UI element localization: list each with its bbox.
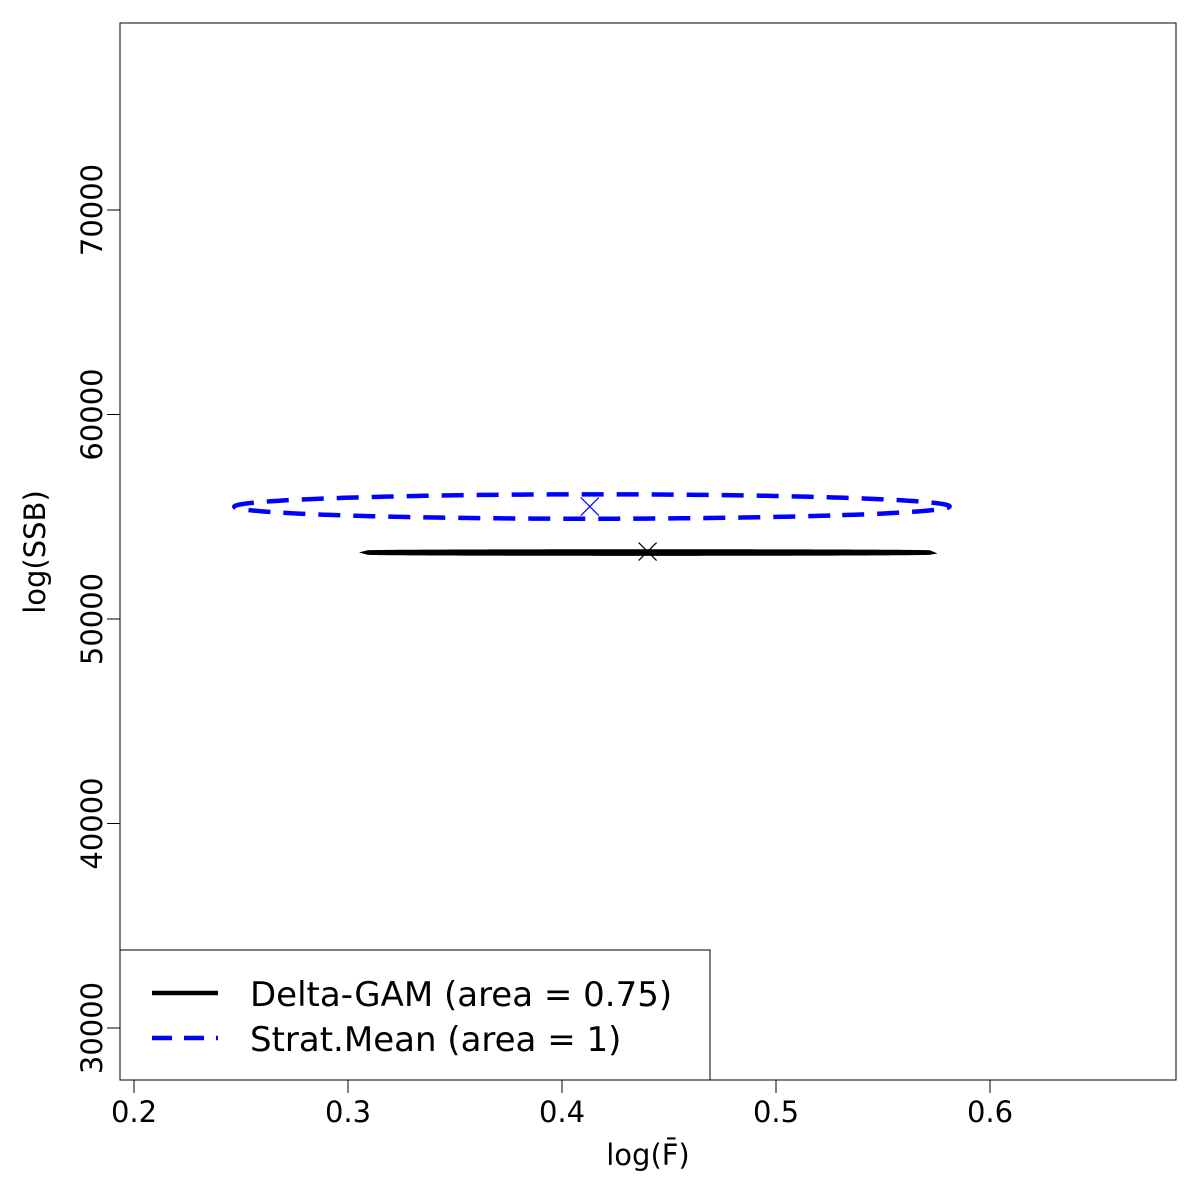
confidence-ellipse-delta-gam [359, 549, 938, 556]
y-tick-label: 60000 [75, 368, 109, 460]
legend-label-delta-gam: Delta-GAM (area = 0.75) [250, 975, 672, 1015]
y-tick-label: 50000 [75, 573, 109, 665]
x-tick-label: 0.4 [539, 1095, 585, 1129]
x-tick-label: 0.3 [325, 1095, 371, 1129]
legend-label-strat-mean: Strat.Mean (area = 1) [250, 1020, 621, 1060]
center-point-delta-gam [638, 542, 658, 561]
legend: Delta-GAM (area = 0.75) Strat.Mean (area… [119, 949, 711, 1081]
series-layer [232, 492, 952, 561]
x-tick-label: 0.5 [753, 1095, 799, 1129]
y-tick-label: 40000 [75, 777, 109, 869]
center-point-strat-mean [580, 497, 600, 516]
x-axis: 0.2 0.3 0.4 0.5 0.6 [111, 1079, 1013, 1129]
y-axis-title: log(SSB) [18, 490, 52, 614]
legend-box [119, 949, 711, 1081]
y-tick-label: 30000 [75, 982, 109, 1074]
x-tick-label: 0.2 [111, 1095, 157, 1129]
confidence-ellipse-strat-mean [232, 492, 952, 521]
y-axis: 30000 40000 50000 60000 70000 [75, 164, 121, 1074]
x-axis-title: log(F̄) [606, 1138, 690, 1172]
x-tick-label: 0.6 [967, 1095, 1013, 1129]
y-tick-label: 70000 [75, 164, 109, 256]
